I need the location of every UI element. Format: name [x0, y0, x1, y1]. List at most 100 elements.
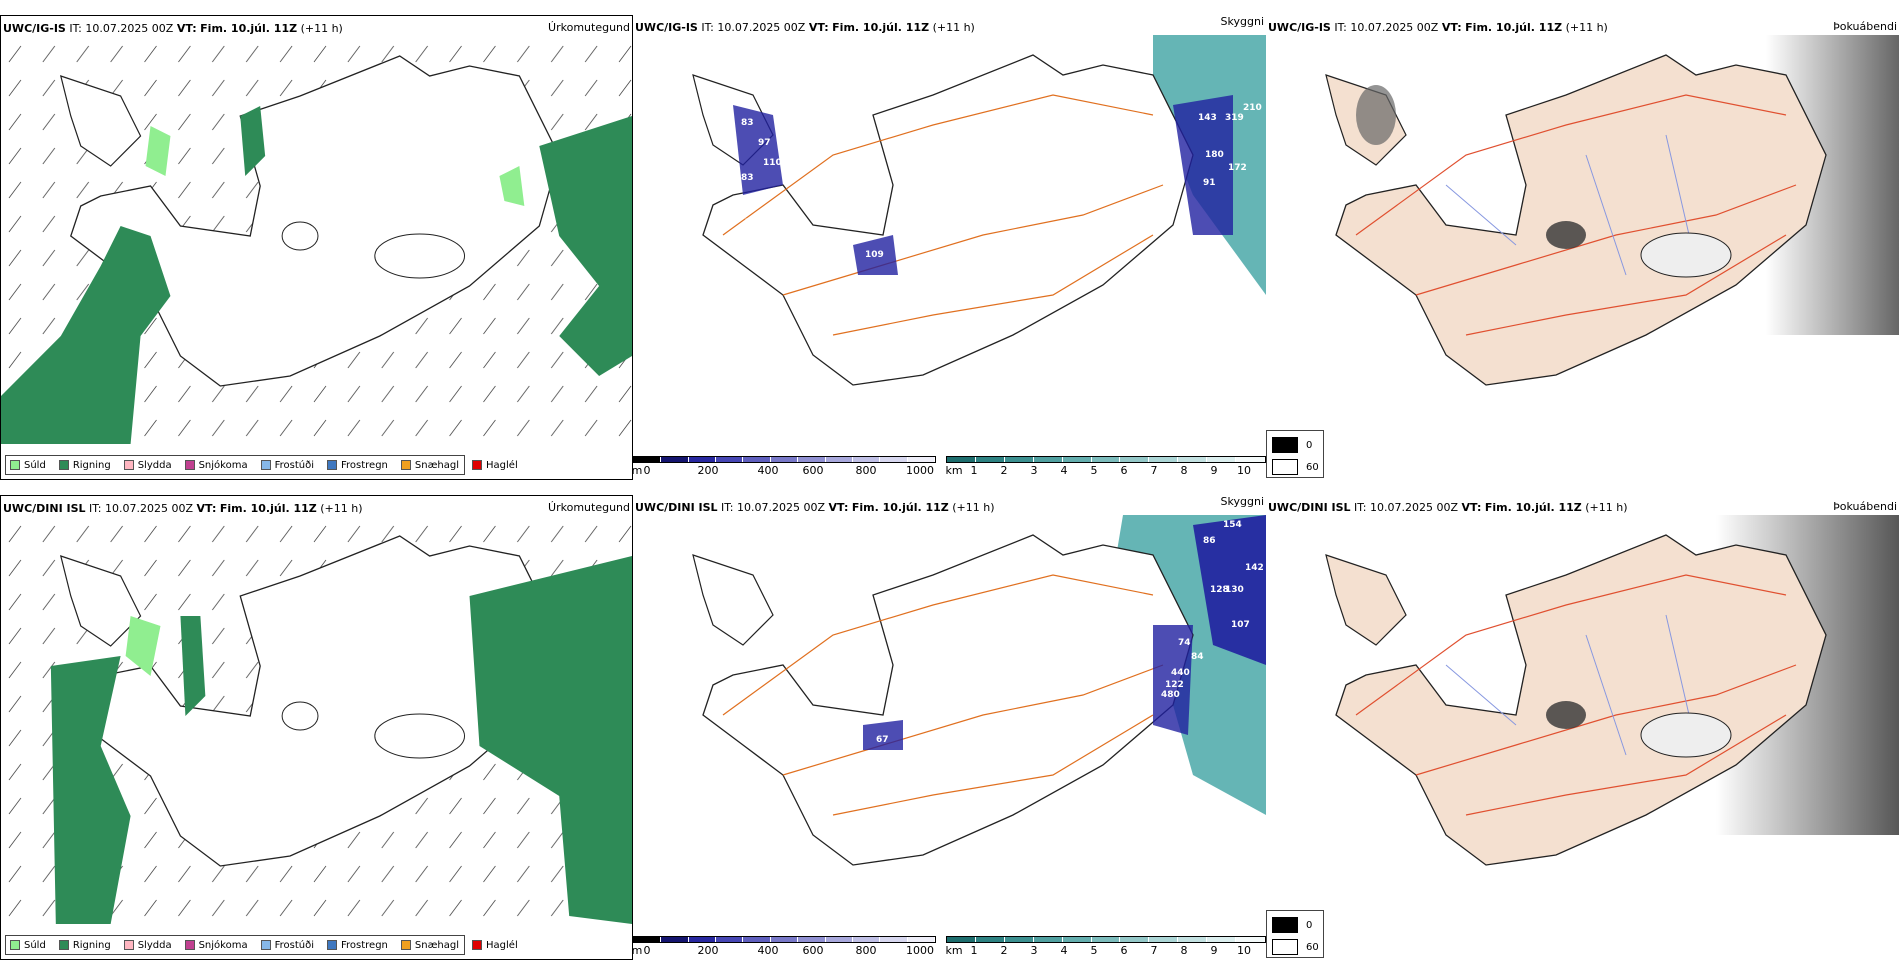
product-name: Þokuábendi: [1833, 20, 1897, 33]
fog-map: [1325, 35, 1899, 386]
colorbar-segment: [825, 457, 853, 462]
map-label: 172: [1228, 163, 1247, 173]
init-time: 10.07.2025 00Z: [85, 22, 174, 35]
product-name: Úrkomutegund: [548, 21, 630, 34]
svg-text:122: 122: [1165, 680, 1184, 690]
colorbar-segment: [798, 457, 826, 462]
fog-swatch: [1272, 459, 1298, 475]
fog-legend-row: 0: [1272, 437, 1323, 453]
glacier-langjokull: [281, 221, 319, 251]
product-name: Þokuábendi: [1833, 500, 1897, 513]
rain-area-east: [469, 556, 632, 924]
ceiling-labels: 154 86 142 128 130 107 74 84 440 122 480…: [728, 520, 1264, 758]
westfjords-coast: [692, 554, 774, 646]
colorbar-segment: [880, 937, 908, 942]
ceiling-unit: m: [631, 464, 643, 477]
colorbar-segment: [1207, 937, 1237, 942]
svg-text:154: 154: [1223, 520, 1242, 530]
colorbar-segment: [1149, 457, 1179, 462]
colorbar-segment: [1120, 937, 1150, 942]
colorbar-segment: [907, 937, 935, 942]
swatch-rain: [58, 460, 69, 470]
rain-area-north: [240, 106, 266, 176]
colorbar-segment: [688, 937, 717, 942]
low-ceiling-interior: [863, 720, 903, 750]
legend-item: Snæhagl: [400, 460, 459, 471]
colorbar-segment: [716, 457, 744, 462]
ceiling-labels: 143 319 210 180 172 91 83 97 110 83 86 1…: [741, 103, 1262, 320]
colorbar-segment: [975, 457, 1005, 462]
drizzle-area: [145, 126, 171, 176]
ceiling-colorbar-bar: [633, 456, 936, 463]
road-network: [1355, 94, 1797, 336]
colorbar-segment: [798, 937, 826, 942]
glacier-langjokull: [281, 701, 319, 731]
colorbar-segment: [1004, 457, 1034, 462]
map-label: 180: [1205, 150, 1224, 160]
colorbar-segment: [661, 937, 689, 942]
panel-title: UWC/DINI ISL IT: 10.07.2025 00Z VT: Fim.…: [635, 501, 995, 514]
tick: 0: [643, 464, 651, 477]
swatch-freezing-rain: [327, 460, 337, 470]
init-time: 10.07.2025 00Z: [1370, 501, 1459, 514]
westfjords-coast: [59, 555, 142, 647]
fog-legend: 0 60: [1266, 910, 1324, 958]
legend-item: Slydda: [123, 940, 172, 951]
colorbar-segment: [825, 937, 853, 942]
svg-text:70: 70: [745, 618, 758, 628]
map-label: 91: [1203, 178, 1216, 188]
valid-time: Fim. 10.júl. 11Z: [200, 22, 298, 35]
svg-text:480: 480: [1161, 690, 1180, 700]
rain-area-west: [50, 656, 131, 924]
colorbar-segment: [947, 937, 976, 942]
legend-item: Frostregn: [327, 460, 388, 471]
panel-title: UWC/IG-IS IT: 10.07.2025 00Z VT: Fim. 10…: [3, 22, 343, 35]
colorbar-segment: [852, 937, 881, 942]
model-name: UWC/IG-IS: [635, 21, 698, 34]
svg-text:130: 130: [1225, 585, 1244, 595]
fog-patch: [1546, 701, 1586, 729]
visibility-colorbar: km 1 2 3 4 5 6 7 8 9 10: [945, 456, 1266, 477]
glacier-vatnajokull: [374, 713, 466, 759]
fog-legend-row: 60: [1272, 459, 1323, 475]
panel-title: UWC/IG-IS IT: 10.07.2025 00Z VT: Fim. 10…: [635, 21, 975, 34]
colorbar-segment: [743, 457, 771, 462]
legend-item: Frostúði: [260, 460, 314, 471]
visibility-colorbar-bar: [946, 456, 1266, 463]
map-label: 110: [763, 158, 782, 168]
lead-time: (+11 h): [932, 21, 975, 34]
lead-time: (+11 h): [1565, 21, 1608, 34]
map-label: 97: [758, 138, 771, 148]
colorbar-segment: [688, 457, 717, 462]
lead-time: (+11 h): [300, 22, 343, 35]
tick: 800: [855, 464, 877, 477]
legend-item: Haglél: [472, 940, 518, 951]
precip-type-panel-dini: UWC/DINI ISL IT: 10.07.2025 00Z VT: Fim.…: [0, 495, 633, 960]
ceiling-colorbar: m 0 200 400 600 800 1000: [631, 456, 936, 477]
tick: 1000: [906, 464, 934, 477]
ceiling-ticks: m 0 200 400 600 800 1000: [631, 463, 936, 477]
map-label: 109: [865, 250, 884, 260]
panel-title: UWC/IG-IS IT: 10.07.2025 00Z VT: Fim. 10…: [1268, 21, 1608, 34]
vt-label: VT:: [176, 22, 197, 35]
fog-patch-west: [1356, 85, 1396, 145]
map-label: 83: [741, 118, 754, 128]
colorbar-segment: [661, 457, 689, 462]
svg-text:74: 74: [1178, 638, 1191, 648]
valid-time: Fim. 10.júl. 11Z: [832, 21, 930, 34]
model-name: UWC/IG-IS: [3, 22, 66, 35]
road-network: [1355, 574, 1797, 816]
svg-text:15: 15: [763, 748, 776, 758]
low-ceiling-east: [1153, 625, 1193, 735]
valid-time: Fim. 10.júl. 11Z: [219, 502, 317, 515]
colorbar-segment: [1091, 457, 1121, 462]
svg-text:128: 128: [1210, 585, 1229, 595]
precip-type-panel-igis: UWC/IG-IS IT: 10.07.2025 00Z VT: Fim. 10…: [0, 15, 633, 480]
rain-area-east: [539, 116, 632, 376]
fog-patch-glacier: [1640, 712, 1732, 758]
visibility-panel-dini: UWC/DINI ISL IT: 10.07.2025 00Z VT: Fim.…: [632, 495, 1266, 960]
svg-text:70: 70: [728, 678, 741, 688]
map-label: 83: [741, 173, 754, 183]
product-name: Skyggni: [1220, 15, 1264, 28]
fog-indicator-panel-igis: UWC/IG-IS IT: 10.07.2025 00Z VT: Fim. 10…: [1266, 15, 1899, 480]
